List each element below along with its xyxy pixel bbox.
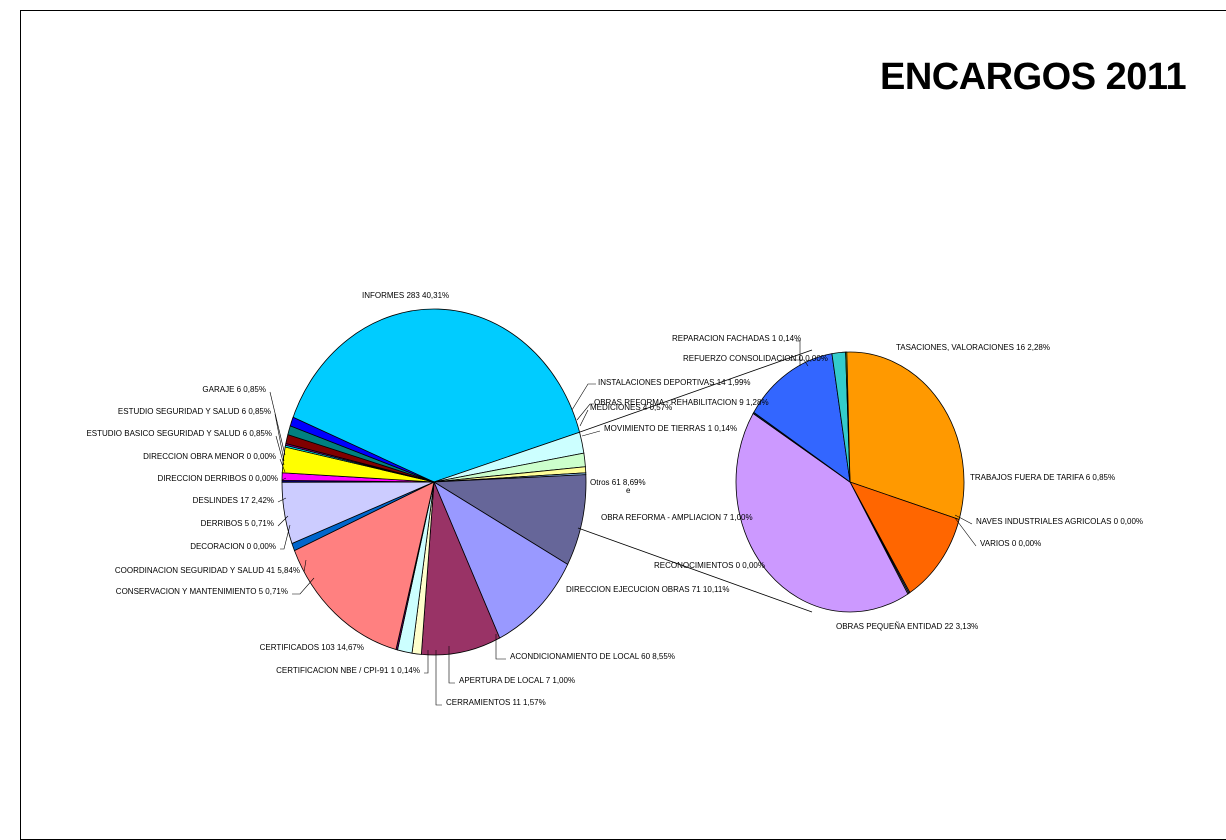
stray-mark: e (626, 486, 631, 495)
main-slice-acondicionamiento-de-local (420, 481, 501, 656)
leader-line-garaje (269, 391, 286, 456)
data-label-deslindes: DESLINDES 17 2,42% (193, 496, 274, 505)
data-label-cerramientos: CERRAMIENTOS 11 1,57% (446, 698, 546, 707)
leader-line-reparacion-fachadas (796, 340, 801, 366)
secondary-slice-tasaciones-valoraciones (841, 351, 965, 521)
leader-line-apertura-de-local (448, 646, 455, 684)
leader-line-mediciones (579, 409, 589, 427)
data-label-naves-industriales-agricolas: NAVES INDUSTRIALES AGRICOLAS 0 0,00% (976, 517, 1143, 526)
leader-line-movimiento-de-tierras (581, 430, 601, 437)
leader-line-estudio-seguridad-y-salud (274, 413, 285, 462)
connector-line (577, 527, 813, 613)
leader-line-decoracion (280, 524, 291, 550)
data-label-estudio-seguridad-y-salud: ESTUDIO SEGURIDAD Y SALUD 6 0,85% (118, 407, 271, 416)
data-label-obras-reforma-rehabilitacion: OBRAS REFORMA - REHABILITACION 9 1,28% (594, 398, 769, 407)
main-slice-direccion-ejecucion-obras (433, 481, 569, 639)
data-label-estudio-basico-seguridad-y-salud: ESTUDIO BASICO SEGURIDAD Y SALUD 6 0,85% (86, 429, 272, 438)
chart-title: ENCARGOS 2011 (880, 56, 1187, 98)
leader-line-refuerzo-consolidacion (790, 359, 809, 367)
data-label-reconocimientos: RECONOCIMIENTOS 0 0,00% (654, 561, 765, 570)
data-label-obras-pequena-entidad: OBRAS PEQUEÑA ENTIDAD 22 3,13% (836, 622, 978, 631)
leader-line-estudio-basico-seguridad-y-salud (275, 435, 285, 466)
data-label-apertura-de-local: APERTURA DE LOCAL 7 1,00% (459, 676, 575, 685)
leader-line-cerramientos (435, 650, 442, 706)
leader-line-conservacion-y-mantenimiento (292, 577, 315, 595)
leader-line-coordinacion-seguridad-y-salud (303, 559, 307, 573)
data-label-tasaciones-valoraciones: TASACIONES, VALORACIONES 16 2,28% (896, 343, 1050, 352)
data-label-instalaciones-deportivas: INSTALACIONES DEPORTIVAS 14 1,99% (598, 378, 751, 387)
leader-line-derribos (277, 515, 289, 527)
leader-line-naves-industriales-agricolas (954, 514, 973, 525)
chart-frame (20, 10, 1226, 840)
data-label-obra-reforma-ampliacion: OBRA REFORMA - AMPLIACION 7 1,00% (601, 513, 753, 522)
data-label-coordinacion-seguridad-y-salud: COORDINACION SEGURIDAD Y SALUD 41 5,84% (115, 566, 300, 575)
connector-line (579, 349, 813, 433)
leader-line-obras-reforma-rehabilitacion (576, 403, 594, 421)
data-label-decoracion: DECORACION 0 0,00% (190, 542, 276, 551)
leader-line-direccion-obra-menor (279, 458, 286, 473)
main-slice-otros (432, 474, 587, 565)
data-label-direccion-derribos: DIRECCION DERRIBOS 0 0,00% (158, 474, 278, 483)
data-label-garaje: GARAJE 6 0,85% (202, 385, 266, 394)
data-label-refuerzo-consolidacion: REFUERZO CONSOLIDACION 0 0,00% (683, 354, 828, 363)
secondary-slice-refuerzo-consolidacion (845, 351, 851, 483)
data-label-reparacion-fachadas: REPARACION FACHADAS 1 0,14% (672, 334, 801, 343)
main-slice-informes (290, 308, 581, 483)
leader-line-acondicionamiento-de-local (495, 634, 506, 660)
data-label-conservacion-y-mantenimiento: CONSERVACION Y MANTENIMIENTO 5 0,71% (116, 587, 288, 596)
data-label-mediciones: MEDICIONES 4 0,57% (590, 403, 672, 412)
data-label-certificados: CERTIFICADOS 103 14,67% (260, 643, 364, 652)
data-label-derribos: DERRIBOS 5 0,71% (201, 519, 274, 528)
leader-line-direccion-derribos (281, 477, 287, 481)
main-slice-certificados (293, 481, 435, 651)
data-label-acondicionamiento-de-local: ACONDICIONAMIENTO DE LOCAL 60 8,55% (510, 652, 675, 661)
data-label-informes: INFORMES 283 40,31% (362, 291, 449, 300)
secondary-slice-obra-reforma-ampliacion (753, 353, 851, 483)
main-slice-garaje (289, 416, 435, 483)
data-label-movimiento-de-tierras: MOVIMIENTO DE TIERRAS 1 0,14% (604, 424, 737, 433)
data-label-direccion-ejecucion-obras: DIRECCION EJECUCION OBRAS 71 10,11% (566, 585, 729, 594)
leader-line-varios (954, 517, 977, 547)
data-label-otros: Otros 61 8,69% (590, 478, 646, 487)
data-label-certificacion-nbe-cpi-91: CERTIFICACION NBE / CPI-91 1 0,14% (276, 666, 420, 675)
leader-line-certificacion-nbe-cpi-91 (424, 650, 429, 674)
secondary-slice-obras-pequena-entidad (735, 412, 909, 613)
data-label-direccion-obra-menor: DIRECCION OBRA MENOR 0 0,00% (143, 452, 276, 461)
leader-line-instalaciones-deportivas (571, 383, 596, 411)
data-label-trabajos-fuera-de-tarifa: TRABAJOS FUERA DE TARIFA 6 0,85% (970, 473, 1115, 482)
leader-line-deslindes (277, 497, 287, 503)
data-label-varios: VARIOS 0 0,00% (980, 539, 1041, 548)
